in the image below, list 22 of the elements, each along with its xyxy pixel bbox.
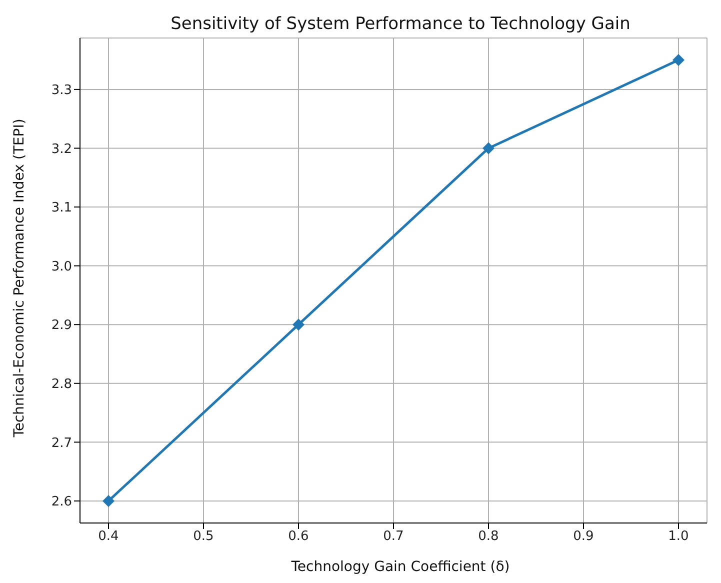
y-tick-label: 2.7 bbox=[51, 436, 72, 451]
y-tick-label: 2.8 bbox=[51, 376, 72, 392]
y-axis-title: Technical-Economic Performance Index (TEPI) bbox=[11, 118, 28, 438]
y-tick-label: 3.2 bbox=[51, 142, 72, 157]
x-tick-label: 0.6 bbox=[288, 529, 309, 544]
x-tick-label: 0.7 bbox=[383, 529, 404, 544]
x-tick-label: 1.0 bbox=[668, 529, 689, 544]
point bbox=[292, 318, 304, 331]
x-axis-title: Technology Gain Coefficient (δ) bbox=[290, 559, 511, 575]
y-tick-label: 3.3 bbox=[51, 83, 72, 98]
x-tick-label: 0.5 bbox=[193, 529, 214, 544]
y-tick-label: 2.9 bbox=[51, 318, 72, 334]
chart-title: Sensitivity of System Performance to Technology Gain bbox=[170, 14, 632, 34]
point bbox=[102, 494, 114, 507]
x-tick-label: 0.4 bbox=[98, 529, 119, 544]
y-tick-label: 3.0 bbox=[51, 259, 72, 274]
point bbox=[672, 54, 684, 66]
y-tick-label: 2.6 bbox=[51, 494, 72, 510]
y-tick-label: 3.1 bbox=[51, 200, 72, 216]
x-tick-label: 0.9 bbox=[573, 529, 594, 544]
x-tick-label: 0.8 bbox=[478, 529, 499, 544]
point bbox=[482, 142, 494, 154]
